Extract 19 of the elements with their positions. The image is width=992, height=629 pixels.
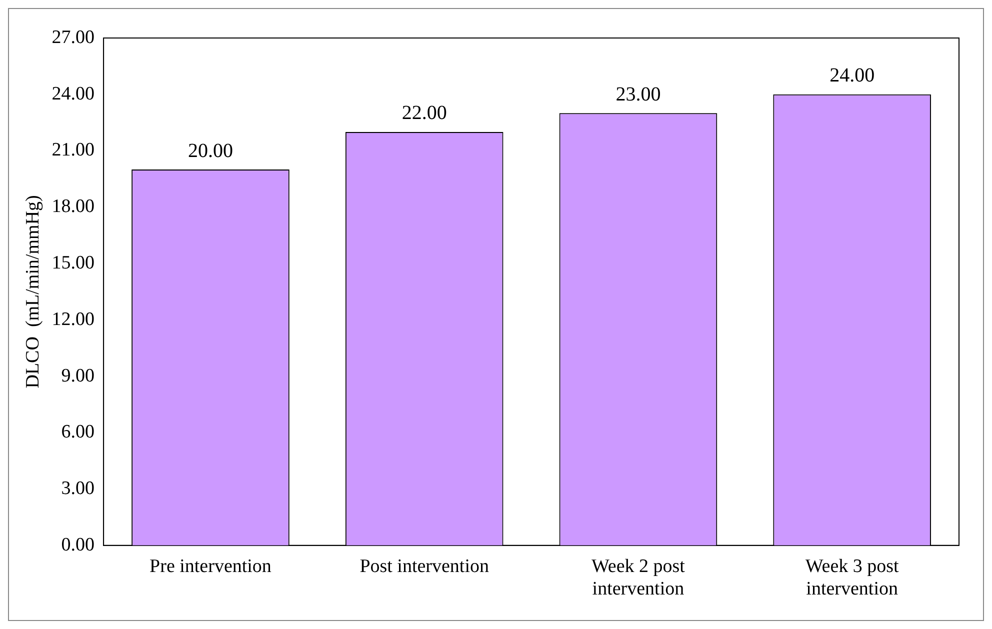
y-tick-label: 18.00 [52, 196, 95, 218]
y-tick-label: 24.00 [52, 83, 95, 104]
data-label: 22.00 [402, 102, 447, 124]
y-tick-label: 12.00 [52, 308, 95, 330]
y-tick-label: 3.00 [61, 478, 95, 500]
y-tick-label: 21.00 [52, 140, 95, 161]
y-tick-label: 9.00 [61, 365, 95, 386]
y-tick-label: 27.00 [52, 26, 95, 48]
x-tick-label: Pre intervention [150, 556, 272, 577]
x-tick-label: Week 3 post intervention [805, 556, 900, 600]
data-label: 23.00 [616, 83, 661, 106]
data-label: 24.00 [830, 64, 875, 87]
x-tick-label: Post intervention [360, 556, 490, 577]
y-tick-label: 15.00 [52, 252, 95, 274]
y-tick-label: 6.00 [61, 422, 95, 443]
x-tick-label: Week 2 post intervention [591, 556, 686, 600]
y-tick-label: 0.00 [61, 534, 95, 556]
y-axis-title: DLCO (mL/min/mmHg) [22, 195, 44, 388]
data-label: 20.00 [188, 140, 233, 162]
